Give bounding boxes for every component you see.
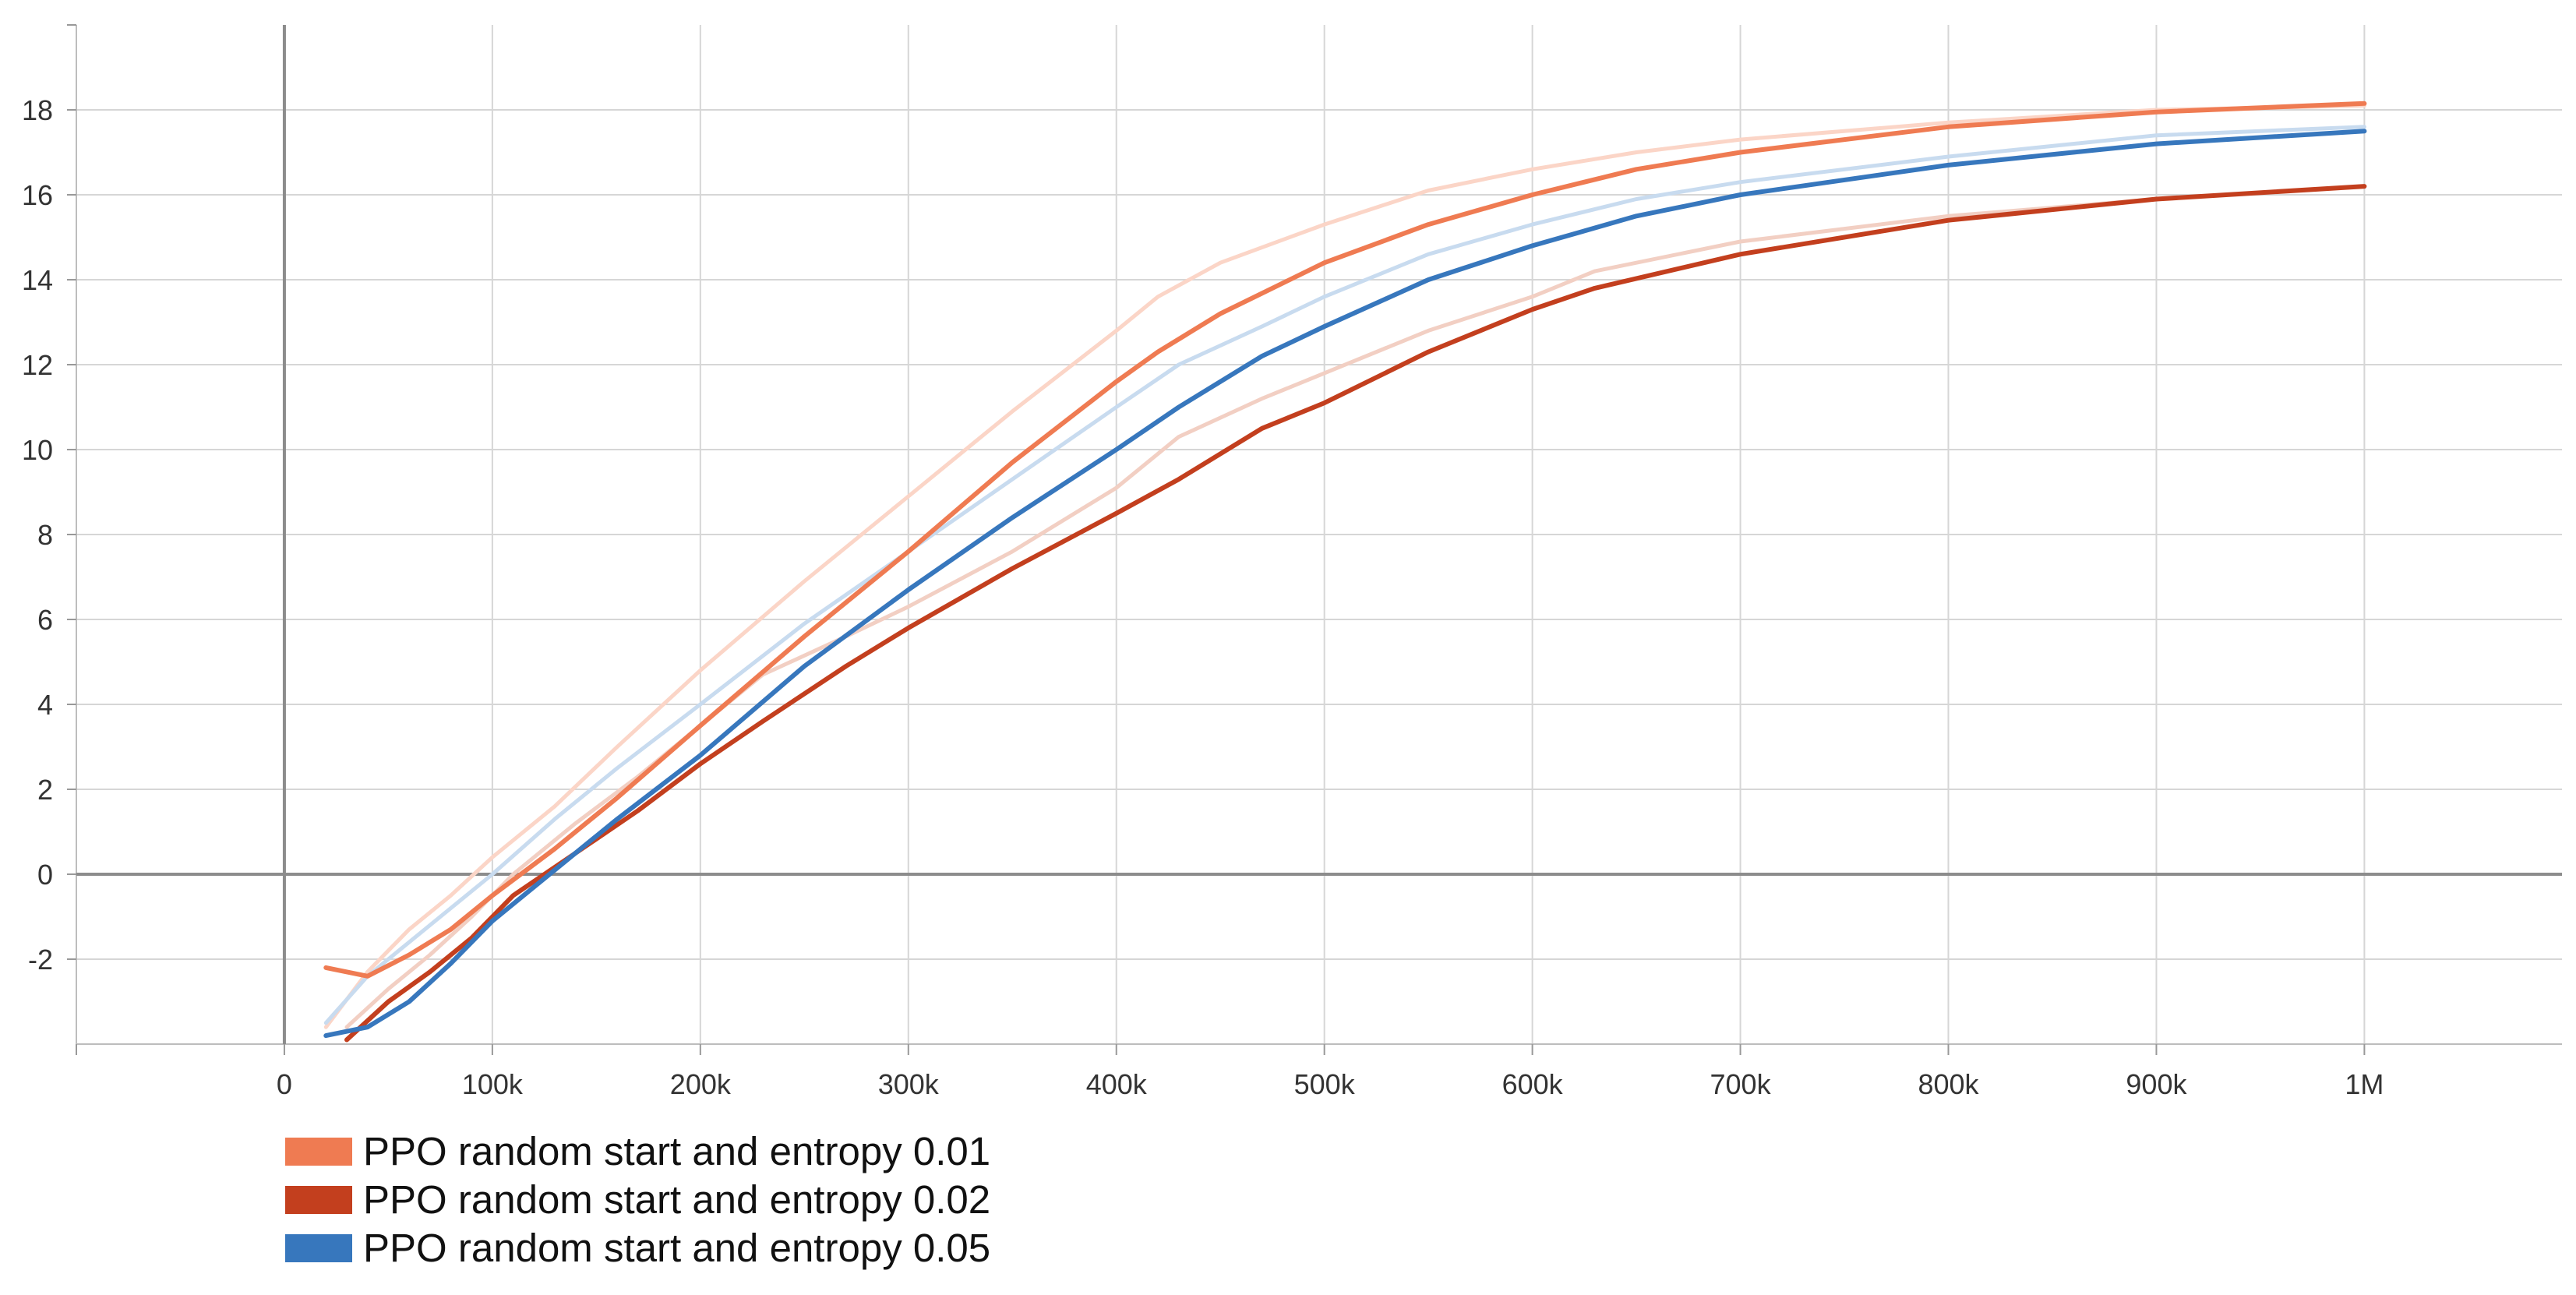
x-tick-label: 300k	[878, 1068, 940, 1100]
x-tick-label: 800k	[1918, 1068, 1979, 1100]
legend-swatch-3	[285, 1234, 352, 1262]
x-axis-ticks: 0 100k 200k 300k 400k 500k 600k 700k 800k 900k 1M	[76, 1044, 2384, 1100]
x-tick-label: 500k	[1294, 1068, 1356, 1100]
y-tick-label: 16	[22, 179, 53, 211]
legend-swatch-1	[285, 1138, 352, 1166]
grid	[76, 25, 2562, 1044]
x-tick-label: 1M	[2345, 1068, 2384, 1100]
x-tick-label: 100k	[462, 1068, 524, 1100]
x-tick-label: 600k	[1502, 1068, 1564, 1100]
series-line-3	[323, 129, 2367, 1039]
legend-label-1: PPO random start and entropy 0.01	[363, 1129, 990, 1173]
x-tick-label: 700k	[1710, 1068, 1772, 1100]
y-tick-label: -2	[28, 944, 53, 976]
x-tick-label: 900k	[2126, 1068, 2187, 1100]
y-axis-ticks: -2 0 2 4 6 8 10 12 14 16 18	[22, 24, 76, 976]
y-tick-label: 8	[37, 519, 53, 551]
x-tick-label: 400k	[1086, 1068, 1148, 1100]
smoothed-series-lines	[323, 101, 2367, 1043]
y-tick-label: 0	[37, 859, 53, 891]
series-line-2	[344, 184, 2367, 1043]
legend-label-2: PPO random start and entropy 0.02	[363, 1177, 990, 1222]
y-tick-label: 2	[37, 774, 53, 806]
y-tick-label: 12	[22, 349, 53, 381]
raw-series-lines	[323, 104, 2366, 1029]
y-tick-label: 18	[22, 94, 53, 126]
x-tick-label: 0	[277, 1068, 292, 1100]
x-tick-label: 200k	[670, 1068, 732, 1100]
series-raw-line-3	[323, 125, 2366, 1025]
y-tick-label: 6	[37, 604, 53, 636]
legend-label-3: PPO random start and entropy 0.05	[363, 1226, 990, 1270]
legend-swatch-2	[285, 1186, 352, 1214]
y-tick-label: 4	[37, 689, 53, 721]
series-raw-line-1	[323, 104, 2366, 1029]
y-tick-label: 10	[22, 434, 53, 466]
y-tick-label: 14	[22, 264, 53, 296]
series-line-1	[323, 101, 2367, 979]
